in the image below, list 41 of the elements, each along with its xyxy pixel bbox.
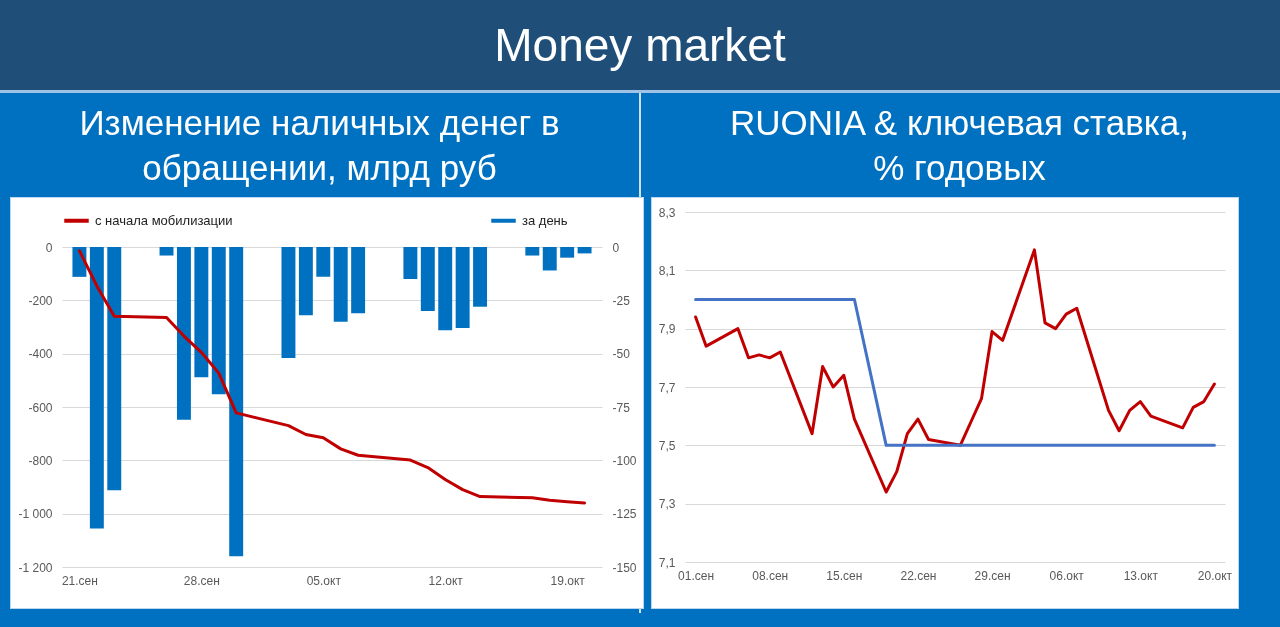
- chart-title: Изменение наличных денег в обращении, млрд руб: [78, 101, 561, 189]
- x-tick-label: 05.окт: [306, 573, 342, 588]
- x-tick-label: 08.сен: [752, 568, 789, 583]
- y-tick-label: 7,3: [658, 497, 676, 512]
- x-tick-label: 12.окт: [428, 573, 464, 588]
- y2-tick-label: 0: [612, 240, 620, 255]
- x-tick-label: 21.сен: [61, 573, 98, 588]
- chart-title: RUONIA & ключевая ставка, % годовых: [728, 101, 1191, 189]
- x-tick-label: 13.окт: [1123, 568, 1159, 583]
- y-tick-label: 8,1: [658, 263, 676, 278]
- y2-tick-label: -50: [612, 347, 631, 362]
- x-tick-label: 06.окт: [1049, 568, 1085, 583]
- x-tick-label: 01.сен: [678, 568, 715, 583]
- text: Money market: [0, 0, 1280, 93]
- x-tick-label: 20.окт: [1197, 568, 1233, 583]
- y-tick-label: 8,3: [658, 205, 676, 220]
- legend-label: с начала мобилизации: [95, 212, 233, 228]
- x-tick-label: 15.сен: [826, 568, 863, 583]
- y-tick-label: -400: [28, 347, 53, 362]
- legend-label: за день: [522, 212, 568, 228]
- y-tick-label: -200: [28, 293, 53, 308]
- line-series: [77, 249, 587, 505]
- y2-tick-label: -25: [612, 293, 631, 308]
- line-series: [694, 248, 1216, 494]
- y-tick-label: 7,9: [658, 322, 676, 337]
- x-tick-label: 29.сен: [974, 568, 1011, 583]
- y-tick-label: 7,7: [658, 380, 676, 395]
- y2-tick-label: -75: [612, 400, 631, 415]
- x-tick-label: 22.сен: [900, 568, 937, 583]
- y-tick-label: 7,5: [658, 438, 676, 453]
- y-tick-label: -800: [28, 453, 53, 468]
- y2-tick-label: -100: [612, 453, 637, 468]
- x-tick-label: 19.окт: [550, 573, 586, 588]
- x-tick-label: 28.сен: [183, 573, 220, 588]
- y-tick-label: 0: [45, 240, 53, 255]
- y-tick-label: -600: [28, 400, 53, 415]
- y-tick-label: -1 000: [18, 507, 53, 522]
- y-tick-label: 7,1: [658, 555, 676, 570]
- y2-tick-label: -125: [612, 507, 637, 522]
- y-tick-label: -1 200: [18, 560, 53, 575]
- y2-tick-label: -150: [612, 560, 637, 575]
